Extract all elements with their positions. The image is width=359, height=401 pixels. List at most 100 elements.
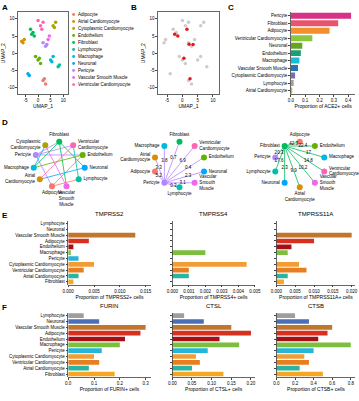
svg-text:0.7: 0.7: [170, 155, 177, 160]
svg-text:0.003: 0.003: [216, 289, 228, 294]
svg-text:0.000: 0.000: [271, 289, 283, 294]
svg-text:Macrophage: Macrophage: [262, 58, 288, 63]
svg-text:Lymphocyte: Lymphocyte: [83, 176, 108, 181]
svg-text:CTSL: CTSL: [206, 303, 222, 309]
svg-text:Atrial Cardiomyocyte: Atrial Cardiomyocyte: [78, 19, 120, 24]
svg-text:-5: -5: [165, 98, 169, 103]
svg-text:UMAP_2: UMAP_2: [140, 43, 146, 63]
svg-text:Fibroblast: Fibroblast: [260, 143, 281, 148]
svg-text:Fibroblast: Fibroblast: [45, 372, 66, 377]
svg-text:0.4: 0.4: [345, 98, 352, 103]
svg-text:0.6: 0.6: [329, 381, 336, 386]
svg-text:Macrophage: Macrophage: [40, 250, 66, 255]
svg-text:Macrophage: Macrophage: [40, 342, 66, 347]
svg-text:Macrophage: Macrophage: [78, 54, 104, 59]
svg-text:VascularSmoothMuscle: VascularSmoothMuscle: [58, 190, 76, 207]
svg-text:Neuronal: Neuronal: [89, 165, 107, 170]
svg-text:-5: -5: [150, 68, 154, 73]
svg-text:Atrial Cardiomyocyte: Atrial Cardiomyocyte: [246, 88, 288, 93]
svg-text:UMAP_1: UMAP_1: [33, 103, 53, 109]
svg-text:Proportion of CTSB+ cells: Proportion of CTSB+ cells: [287, 386, 345, 392]
svg-text:Neuronal: Neuronal: [78, 61, 96, 66]
svg-text:0: 0: [37, 98, 40, 103]
svg-text:0.0: 0.0: [65, 381, 72, 386]
svg-text:E: E: [2, 211, 8, 220]
svg-text:AtrialCardiomyocyte: AtrialCardiomyocyte: [5, 173, 36, 184]
svg-text:Proportion of FURIN+ cells: Proportion of FURIN+ cells: [80, 386, 140, 392]
svg-text:Adipocyte: Adipocyte: [78, 12, 98, 17]
svg-text:Proportion of TMPRSS4+ cells: Proportion of TMPRSS4+ cells: [180, 294, 248, 300]
svg-text:Adipocyte: Adipocyte: [268, 28, 288, 33]
svg-text:Proportion of CTSL+ cells: Proportion of CTSL+ cells: [185, 386, 243, 392]
svg-text:10.2: 10.2: [298, 165, 307, 170]
svg-text:Cytoplasmic Cardiomyocyte: Cytoplasmic Cardiomyocyte: [78, 26, 134, 31]
svg-text:0.8: 0.8: [348, 381, 355, 386]
svg-text:B: B: [131, 3, 137, 12]
svg-text:Fibroblast: Fibroblast: [78, 40, 99, 45]
svg-text:Lymphocyte: Lymphocyte: [246, 169, 271, 174]
svg-text:0.2: 0.2: [117, 381, 124, 386]
svg-text:0.000: 0.000: [167, 289, 179, 294]
svg-text:Pericyte: Pericyte: [271, 13, 288, 18]
svg-text:AtrialCardiomyocyte: AtrialCardiomyocyte: [120, 152, 151, 163]
svg-text:Neuronal: Neuronal: [209, 169, 227, 174]
svg-text:0.0: 0.0: [273, 381, 280, 386]
svg-text:5: 5: [49, 98, 52, 103]
svg-text:0.05: 0.05: [188, 381, 197, 386]
svg-text:Vascular Smooth Muscle: Vascular Smooth Muscle: [15, 233, 65, 238]
svg-text:Lymphocyte: Lymphocyte: [263, 81, 288, 86]
svg-text:42.3: 42.3: [289, 141, 298, 146]
svg-text:Pericyte: Pericyte: [15, 152, 32, 157]
svg-text:17: 17: [306, 150, 312, 155]
svg-text:C: C: [228, 3, 234, 12]
svg-text:Atrial Cardiomyocyte: Atrial Cardiomyocyte: [23, 274, 65, 279]
svg-text:2.3: 2.3: [185, 173, 192, 178]
svg-text:Neuronal: Neuronal: [46, 319, 64, 324]
svg-text:Atrial Cardiomyocyte: Atrial Cardiomyocyte: [23, 366, 65, 371]
svg-text:5: 5: [196, 98, 199, 103]
svg-text:Ventricular Cardiomyocyte: Ventricular Cardiomyocyte: [12, 360, 65, 365]
svg-text:10: 10: [61, 98, 67, 103]
svg-text:22.4: 22.4: [298, 143, 307, 148]
svg-text:-5: -5: [10, 68, 14, 73]
svg-text:FURIN: FURIN: [100, 303, 118, 309]
svg-text:AtrialCardiomyocyte: AtrialCardiomyocyte: [285, 191, 316, 202]
svg-text:0.4: 0.4: [310, 381, 317, 386]
svg-text:TMPRSS2: TMPRSS2: [95, 211, 124, 217]
svg-text:CTSB: CTSB: [308, 303, 324, 309]
svg-text:10: 10: [149, 16, 155, 21]
svg-text:0.3: 0.3: [142, 381, 149, 386]
svg-text:Vascular Smooth Muscle: Vascular Smooth Muscle: [15, 325, 65, 330]
svg-text:0.010: 0.010: [308, 289, 320, 294]
svg-text:20.3: 20.3: [275, 150, 284, 155]
svg-text:-10: -10: [8, 85, 15, 90]
svg-text:Cytoplasmic Cardiomyocyte: Cytoplasmic Cardiomyocyte: [9, 262, 65, 267]
svg-text:0.1: 0.1: [302, 98, 309, 103]
svg-text:Neuronal: Neuronal: [262, 180, 280, 185]
svg-text:Lymphocyte: Lymphocyte: [167, 191, 192, 196]
svg-text:0.015: 0.015: [140, 289, 152, 294]
svg-text:0.10: 0.10: [207, 381, 216, 386]
svg-text:Endothelium: Endothelium: [40, 244, 65, 249]
svg-text:0.005: 0.005: [249, 289, 261, 294]
svg-text:-10: -10: [148, 85, 155, 90]
svg-text:Cytoplasmic Cardiomyocyte: Cytoplasmic Cardiomyocyte: [232, 73, 288, 78]
svg-text:Vascular Smooth Muscle: Vascular Smooth Muscle: [238, 66, 288, 71]
svg-text:0.2: 0.2: [292, 381, 299, 386]
svg-text:Pericyte: Pericyte: [254, 155, 271, 160]
svg-text:3.8: 3.8: [161, 158, 168, 163]
svg-text:Pericyte: Pericyte: [48, 348, 65, 353]
svg-text:Adipocyte: Adipocyte: [290, 132, 310, 137]
svg-text:0.2: 0.2: [316, 98, 323, 103]
svg-text:Adipocyte: Adipocyte: [45, 331, 65, 336]
svg-text:6.9: 6.9: [179, 158, 186, 163]
svg-text:5: 5: [12, 34, 15, 39]
svg-text:Pericyte: Pericyte: [78, 68, 95, 73]
svg-text:0: 0: [152, 51, 155, 56]
svg-text:Adipocyte: Adipocyte: [45, 239, 65, 244]
svg-text:Fibroblast: Fibroblast: [170, 132, 191, 137]
svg-text:0.00: 0.00: [168, 381, 177, 386]
svg-text:Lymphocyte: Lymphocyte: [78, 47, 103, 52]
svg-text:UMAP_2: UMAP_2: [0, 43, 6, 63]
svg-text:0.1: 0.1: [91, 381, 98, 386]
